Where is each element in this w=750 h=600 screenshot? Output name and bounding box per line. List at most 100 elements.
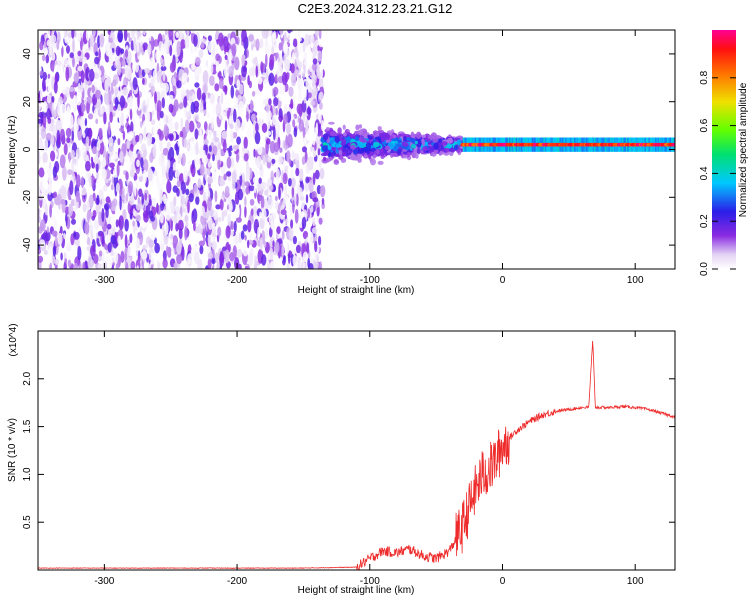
spectrogram-cell	[82, 203, 87, 213]
spectrogram-cell	[206, 98, 210, 105]
spectrogram-cell	[280, 209, 287, 216]
spectrogram-cell	[218, 216, 222, 223]
spectrogram-cell	[143, 126, 147, 141]
spectrogram-cell	[69, 180, 74, 196]
spectrogram-cell	[300, 76, 304, 91]
spectrogram-cell	[160, 65, 167, 72]
spectrogram-cell	[114, 86, 119, 97]
spectrogram-cell	[447, 137, 453, 144]
spectrogram-cell	[273, 97, 279, 107]
spectrogram-cell	[346, 148, 352, 156]
spectrogram-cell	[132, 220, 135, 227]
snr-panel: -300 -200 -100 0 100 0.5 1.0 1.5 2.0 Height of …	[7, 323, 676, 596]
spectrogram-cell	[252, 176, 259, 185]
spectrogram-cell	[75, 152, 79, 167]
bottom-y-tick-label: 1.0	[22, 467, 33, 481]
spectrogram-cell	[143, 149, 148, 158]
spectrogram-cell	[207, 176, 213, 185]
spectrogram-cell	[184, 166, 188, 173]
spectrogram-cell	[350, 144, 356, 150]
spectrogram-cell	[151, 110, 155, 116]
spectrogram-cell	[186, 108, 192, 122]
spectrogram-cell	[52, 125, 58, 139]
spectrogram-cell	[264, 189, 269, 196]
spectrogram-cell	[42, 114, 47, 128]
spectrogram-cell	[264, 43, 271, 57]
spectrogram-cell	[44, 231, 51, 242]
spectrogram-cell	[318, 77, 323, 88]
spectrogram-cell	[110, 191, 115, 201]
spectrogram-cell	[358, 142, 364, 148]
spectrogram-cell	[260, 138, 266, 144]
spectrogram-cell	[318, 261, 323, 269]
spectrogram-cell	[153, 39, 159, 47]
spectrogram-cell	[108, 137, 114, 147]
spectrogram-cell	[194, 251, 200, 265]
spectrogram-cell	[282, 255, 286, 262]
spectrogram-cell	[168, 30, 174, 41]
spectrogram-cell	[438, 145, 442, 149]
spectrogram-cell	[147, 168, 153, 182]
spectrogram-cell	[84, 118, 88, 127]
spectrogram-cell	[226, 96, 229, 111]
spectrogram-cell	[313, 258, 319, 269]
spectrogram-cell	[321, 145, 328, 152]
spectrogram-cell	[287, 251, 291, 265]
spectrogram-cell	[169, 62, 176, 73]
spectrogram-cell	[84, 221, 90, 235]
spectrogram-cell	[288, 228, 293, 242]
spectrogram-cell	[50, 215, 56, 221]
spectrogram-cell	[51, 52, 56, 61]
spectrogram-cell	[288, 86, 294, 97]
spectrogram-cell	[99, 33, 105, 48]
spectrogram-cell	[160, 56, 163, 65]
spectrogram-cell	[120, 250, 125, 263]
snr-series-line	[38, 340, 675, 570]
spectrogram-cell	[263, 78, 269, 90]
spectrogram-cell	[135, 134, 140, 143]
spectrogram-cell	[223, 62, 228, 78]
spectrogram-cell	[50, 34, 57, 44]
spectrogram-cell	[273, 86, 279, 96]
spectrogram-cell	[245, 186, 250, 195]
spectrogram-cell	[161, 178, 166, 185]
spectrogram-cell	[283, 40, 288, 54]
spectrogram-cell	[230, 129, 234, 143]
spectrogram-cell	[271, 158, 276, 164]
spectrogram-cell	[207, 257, 212, 269]
spectrogram-cell	[53, 230, 58, 237]
spectrogram-cell	[203, 30, 208, 38]
spectrogram-cell	[82, 261, 86, 269]
spectrogram-cell	[43, 48, 49, 56]
spectrogram-cell	[104, 261, 107, 269]
spectrogram-cell	[110, 215, 116, 229]
chart-title: C2E3.2024.312.23.21.G12	[297, 1, 453, 16]
spectrogram-cell	[211, 54, 216, 66]
spectrogram-cell	[312, 197, 319, 203]
spectrogram-cell	[131, 161, 136, 172]
spectrogram-cell	[301, 156, 306, 166]
spectrogram-cell	[51, 60, 55, 73]
spectrogram-cell	[313, 251, 319, 262]
spectrogram-cell	[184, 215, 188, 223]
spectrogram-cell	[199, 163, 205, 176]
spectrogram-cell	[234, 56, 240, 71]
spectrogram-cell	[414, 140, 418, 145]
spectrogram-cell	[76, 32, 81, 41]
spectrogram-cell	[80, 176, 85, 189]
spectrogram-cell	[206, 167, 211, 176]
spectrogram-cell	[67, 259, 72, 268]
spectrogram-cell	[113, 251, 119, 265]
spectrogram-cell	[238, 100, 244, 113]
bottom-x-axis-label: Height of straight line (km)	[298, 585, 415, 596]
spectrogram-cell	[141, 221, 147, 228]
spectrogram-cell	[158, 153, 165, 168]
spectrogram-cell	[210, 63, 214, 74]
spectrogram-cell	[173, 262, 178, 269]
spectrogram-cell	[302, 146, 307, 153]
spectrogram-cell	[144, 67, 150, 74]
spectrogram-cell	[159, 189, 163, 204]
spectrogram-cell	[117, 138, 121, 146]
spectrogram-cell	[671, 142, 675, 147]
spectrogram-cell	[126, 65, 132, 80]
